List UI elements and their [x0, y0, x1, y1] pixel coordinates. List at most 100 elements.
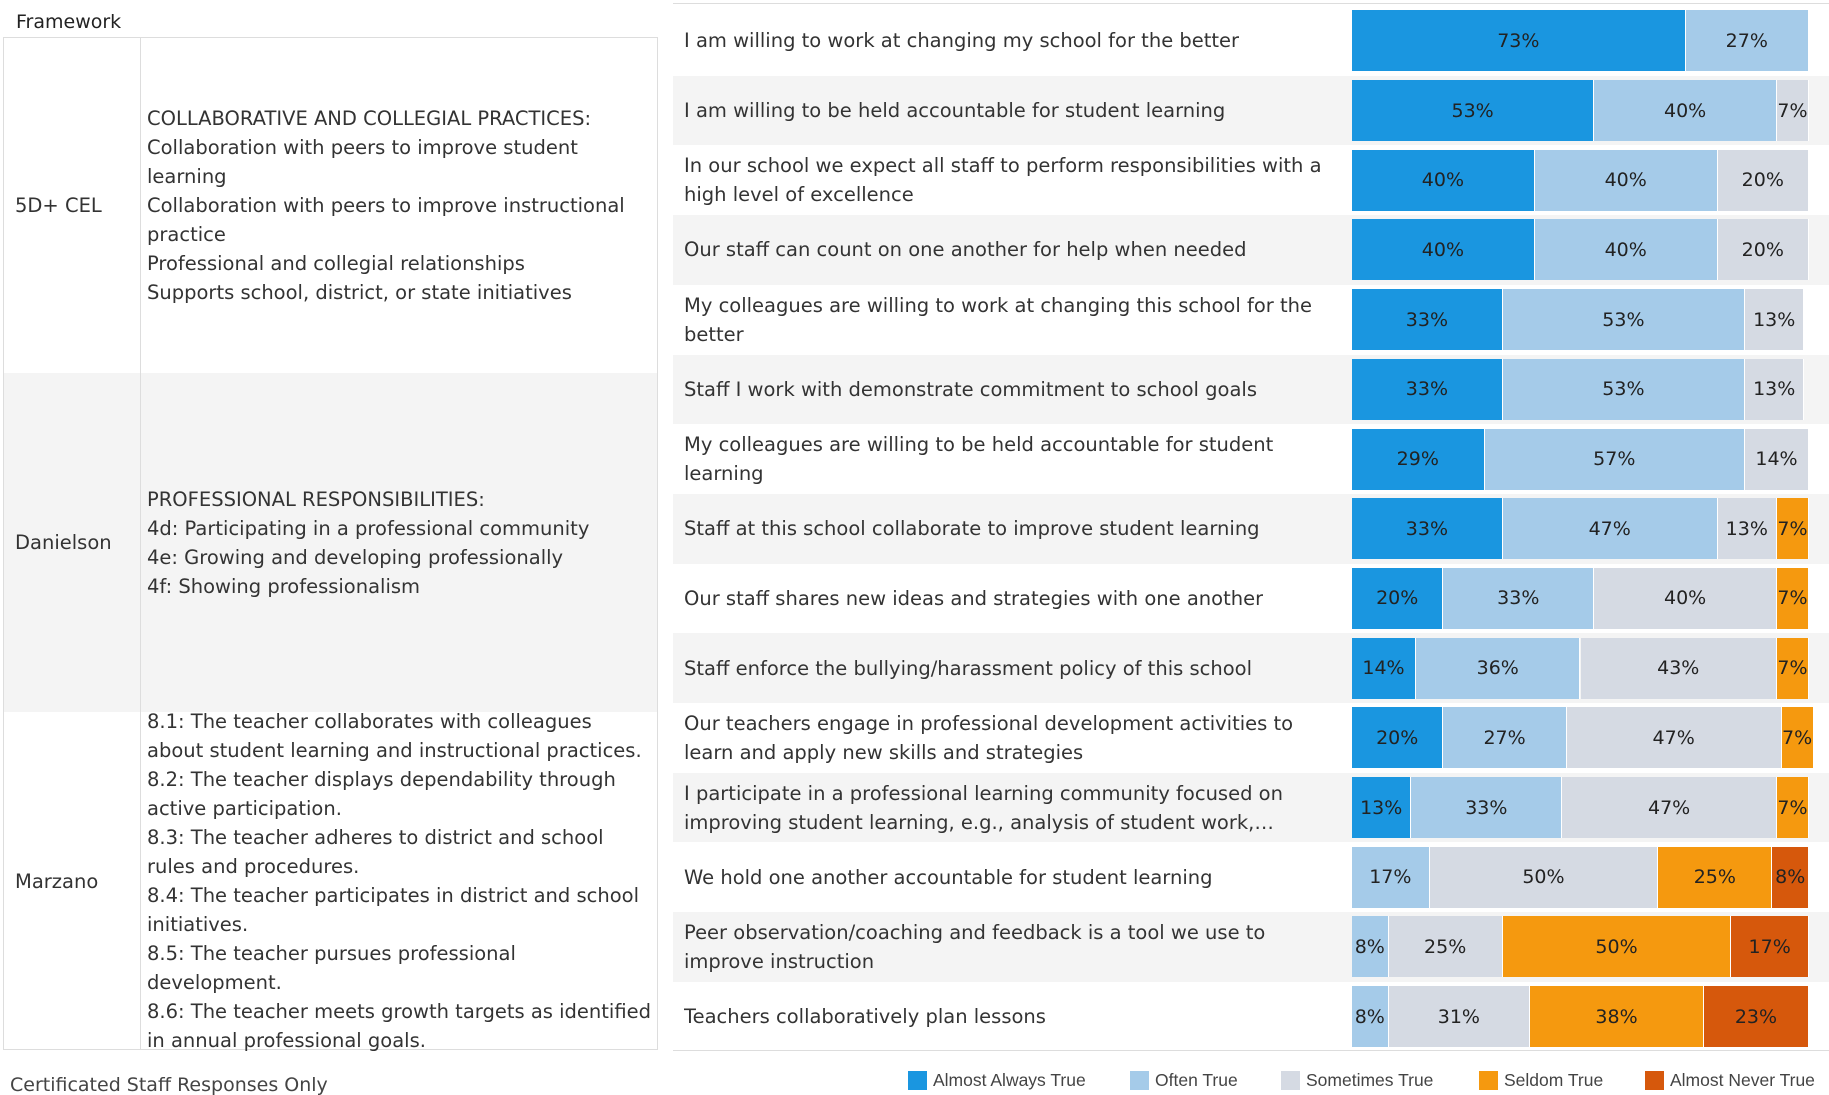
data-label: 33% — [1465, 796, 1508, 819]
category-label: Our staff shares new ideas and strategie… — [684, 564, 1344, 634]
bar-segment: 47% — [1562, 777, 1777, 839]
category-text: I am willing to be held accountable for … — [684, 99, 1226, 123]
legend-swatch — [1281, 1071, 1300, 1090]
data-label: 33% — [1405, 308, 1449, 331]
data-label: 31% — [1437, 1005, 1480, 1028]
bar-segment: 13% — [1745, 289, 1805, 351]
data-label: 40% — [1421, 238, 1465, 261]
footnote: Certificated Staff Responses Only — [10, 1074, 328, 1095]
framework-items: 8.1: The teacher collaborates with colle… — [147, 710, 652, 1052]
framework-item: 8.2: The teacher displays dependability … — [147, 768, 616, 820]
bar-segment: 25% — [1388, 916, 1503, 978]
category-text: Teachers collaboratively plan lessons — [684, 1005, 1046, 1029]
bar-segment: 20% — [1352, 567, 1444, 629]
framework-item: 8.5: The teacher pursues professional de… — [147, 942, 516, 994]
category-label: I am willing to be held accountable for … — [684, 76, 1344, 146]
data-label: 43% — [1657, 657, 1700, 680]
data-label: 25% — [1693, 866, 1736, 889]
category-text: Our teachers engage in professional deve… — [684, 711, 1294, 764]
category-text: My colleagues are willing to be held acc… — [684, 433, 1274, 486]
framework-row: Marzano 8.1: The teacher collaborates wit… — [4, 710, 657, 1052]
data-label: 13% — [1360, 796, 1403, 819]
data-label: 7% — [1777, 657, 1808, 680]
data-label: 7% — [1777, 517, 1808, 540]
data-label: 40% — [1663, 587, 1707, 610]
bar-segment: 8% — [1352, 986, 1389, 1048]
data-label: 36% — [1476, 657, 1519, 680]
category-label: We hold one another accountable for stud… — [684, 842, 1344, 912]
data-label: 8% — [1354, 1005, 1385, 1028]
data-label: 53% — [1602, 308, 1645, 331]
category-text: Staff at this school collaborate to impr… — [684, 517, 1260, 541]
data-label: 7% — [1777, 99, 1808, 122]
category-label: Staff I work with demonstrate commitment… — [684, 355, 1344, 425]
category-label: Our staff can count on one another for h… — [684, 215, 1344, 285]
bar-segment: 33% — [1352, 289, 1503, 351]
framework-item: 4e: Growing and developing professionall… — [147, 545, 564, 569]
framework-row: Danielson PROFESSIONAL RESPONSIBILITIES: 4… — [4, 373, 657, 712]
category-label: I participate in a professional learning… — [684, 773, 1344, 843]
data-label: 53% — [1602, 378, 1645, 401]
category-label: Teachers collaboratively plan lessons — [684, 982, 1344, 1052]
data-label: 25% — [1424, 935, 1467, 958]
framework-header: Framework — [16, 11, 122, 33]
bar-segment: 7% — [1777, 567, 1809, 629]
bar-segment: 50% — [1502, 916, 1732, 978]
data-label: 20% — [1741, 169, 1784, 192]
framework-divider — [140, 712, 141, 1050]
bar-segment: 7% — [1781, 707, 1814, 769]
bar-segment: 47% — [1566, 707, 1782, 769]
bar-segment: 23% — [1703, 986, 1809, 1048]
data-label: 17% — [1748, 935, 1791, 958]
framework-item: 8.4: The teacher participates in distric… — [147, 884, 639, 936]
bar-segment: 29% — [1352, 428, 1485, 490]
data-label: 20% — [1376, 726, 1419, 749]
data-label: 20% — [1741, 238, 1784, 261]
data-label: 8% — [1354, 935, 1385, 958]
bar-segment: 40% — [1594, 567, 1777, 629]
chart-top-border — [673, 3, 1829, 4]
bar-segment: 7% — [1777, 637, 1809, 699]
framework-divider — [140, 373, 141, 712]
bar-segment: 50% — [1429, 846, 1659, 908]
legend-swatch — [1645, 1071, 1664, 1090]
category-label: My colleagues are willing to be held acc… — [684, 424, 1344, 494]
bar-segment: 20% — [1352, 707, 1444, 769]
data-label: 33% — [1405, 378, 1449, 401]
bar-segment: 8% — [1352, 916, 1389, 978]
data-label: 47% — [1647, 796, 1691, 819]
category-label: Our teachers engage in professional deve… — [684, 703, 1344, 773]
legend-label: Sometimes True — [1306, 1070, 1434, 1090]
data-label: 20% — [1376, 587, 1419, 610]
bar-segment: 33% — [1352, 498, 1503, 560]
framework-item: Supports school, district, or state init… — [147, 280, 572, 304]
data-label: 8% — [1775, 866, 1806, 889]
data-label: 50% — [1522, 866, 1565, 889]
category-text: Our staff shares new ideas and strategie… — [684, 586, 1264, 610]
category-text: Staff I work with demonstrate commitment… — [684, 377, 1258, 401]
bar-segment: 43% — [1580, 637, 1777, 699]
framework-item: Professional and collegial relationships — [147, 251, 525, 275]
category-text: I participate in a professional learning… — [684, 781, 1283, 834]
bar-segment: 33% — [1352, 358, 1503, 420]
bar-segment: 13% — [1717, 498, 1777, 560]
bar-segment: 7% — [1777, 498, 1809, 560]
data-label: 40% — [1421, 169, 1465, 192]
framework-item: 8.3: The teacher adheres to district and… — [147, 826, 604, 878]
framework-name: Danielson — [15, 531, 112, 554]
data-label: 27% — [1725, 29, 1768, 52]
bar-segment: 14% — [1745, 428, 1809, 490]
category-label: Staff enforce the bullying/harassment po… — [684, 633, 1344, 703]
category-label: Staff at this school collaborate to impr… — [684, 494, 1344, 564]
data-label: 33% — [1497, 587, 1540, 610]
bar-segment: 17% — [1731, 916, 1809, 978]
bar-segment: 40% — [1352, 219, 1535, 281]
framework-table-border — [3, 37, 658, 1050]
data-label: 14% — [1755, 448, 1798, 471]
data-label: 47% — [1652, 726, 1695, 749]
framework-item: 4f: Showing professionalism — [147, 574, 421, 598]
legend-label: Seldom True — [1504, 1070, 1604, 1090]
data-label: 13% — [1725, 517, 1768, 540]
bar-segment: 13% — [1352, 777, 1412, 839]
